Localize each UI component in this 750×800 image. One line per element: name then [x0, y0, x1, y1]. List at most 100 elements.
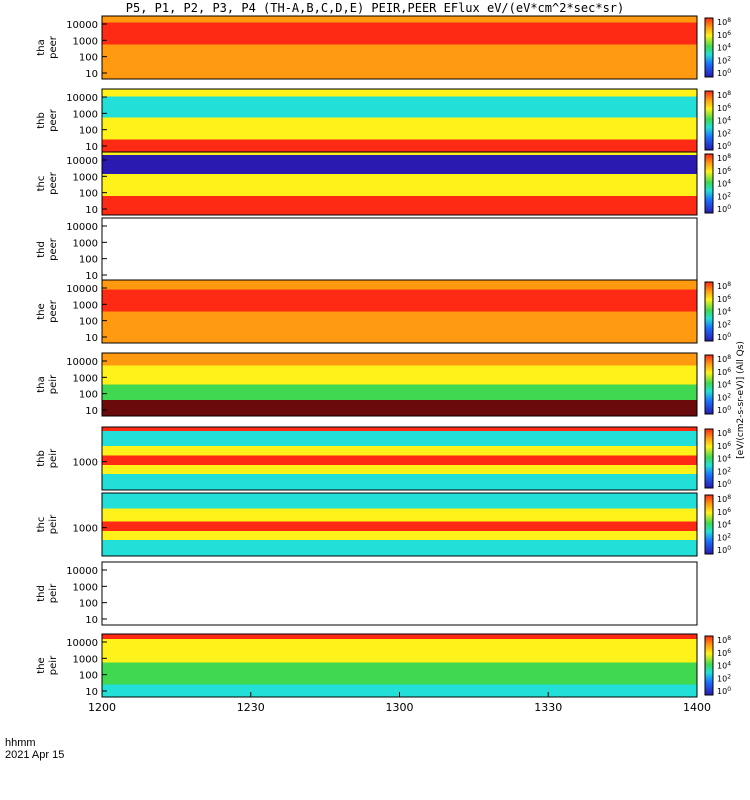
y-tick-label: 1000 — [73, 238, 98, 249]
colorbar-tick-label: 104 — [717, 179, 731, 189]
colorbar-tick-label: 100 — [717, 479, 731, 489]
panel-the-peir: 10000 1000 100 10 the peir — [36, 633, 698, 698]
colorbar-tick-label: 106 — [717, 294, 731, 304]
colorbar-tha-peer: 100 102 104 106 108 — [704, 17, 731, 78]
panel-type-label: peir — [48, 583, 59, 603]
y-tick-label: 100 — [79, 390, 98, 401]
panel-type-label: peir — [48, 374, 59, 394]
colorbar-tick-label: 102 — [717, 55, 731, 65]
panel-type-label: peer — [48, 299, 59, 323]
panel-type-label: peer — [48, 237, 59, 261]
colorbar-tick-label: 106 — [717, 103, 731, 113]
colorbar-tick-label: 102 — [717, 319, 731, 329]
y-tick-label: 10000 — [66, 222, 98, 233]
panel-probe-label: the — [36, 657, 47, 673]
panel-probe-label: thc — [36, 176, 47, 192]
colorbar-tick-label: 106 — [717, 166, 731, 176]
spectrogram-the-peer — [102, 280, 697, 343]
y-tick-label: 1000 — [73, 524, 98, 535]
panel-thc-peer: 10000 1000 100 10 thc peer — [36, 151, 698, 216]
panel-tha-peer: 10000 1000 100 10 tha peer — [36, 15, 698, 80]
colorbar-tick-label: 100 — [717, 405, 731, 415]
y-tick-label: 10 — [85, 615, 98, 626]
spectrogram-thc-peir — [102, 493, 697, 556]
colorbar-tick-label: 108 — [717, 90, 731, 100]
panel-type-label: peir — [48, 514, 59, 534]
y-tick-label: 100 — [79, 255, 98, 266]
y-tick-label: 10000 — [66, 566, 98, 577]
colorbar-tick-label: 102 — [717, 191, 731, 201]
colorbar-tick-label: 104 — [717, 43, 731, 53]
panel-probe-label: thd — [36, 585, 47, 602]
colorbar-tick-label: 104 — [717, 116, 731, 126]
colorbar-scale — [704, 354, 714, 415]
y-tick-label: 10 — [85, 69, 98, 80]
x-tick-label: 1330 — [534, 701, 562, 714]
colorbar-tick-label: 106 — [717, 441, 731, 451]
colorbar-scale — [704, 90, 714, 151]
colorbar-tick-label: 100 — [717, 204, 731, 214]
colorbar-tick-label: 104 — [717, 307, 731, 317]
y-tick-label: 100 — [79, 53, 98, 64]
panel-probe-label: tha — [36, 376, 47, 392]
colorbar-tick-label: 100 — [717, 686, 731, 696]
panel-the-peer: 10000 1000 100 10 the peer — [36, 279, 698, 344]
colorbar-scale — [704, 494, 714, 555]
colorbar-scale — [704, 17, 714, 78]
y-tick-label: 10000 — [66, 93, 98, 104]
colorbar-thc-peir: 100 102 104 106 108 — [704, 494, 731, 555]
y-tick-label: 1000 — [73, 172, 98, 183]
panel-thc-peir: 1000 thc peir — [36, 492, 698, 557]
y-tick-label: 10000 — [66, 284, 98, 295]
y-tick-label: 10 — [85, 687, 98, 698]
panel-frame — [101, 15, 698, 80]
colorbar-tick-label: 108 — [717, 153, 731, 163]
colorbar-the-peir: 100 102 104 106 108 — [704, 635, 731, 696]
colorbar-the-peer: 100 102 104 106 108 — [704, 281, 731, 342]
colorbar-tick-label: 106 — [717, 648, 731, 658]
colorbar-tick-label: 106 — [717, 507, 731, 517]
colorbar-tick-label: 100 — [717, 332, 731, 342]
y-tick-label: 100 — [79, 126, 98, 137]
y-tick-label: 10 — [85, 205, 98, 216]
y-tick-label: 10 — [85, 142, 98, 153]
panel-thd-peer: 10000 1000 100 10 thd peer — [36, 217, 698, 282]
y-tick-label: 100 — [79, 599, 98, 610]
x-tick-label: 1230 — [237, 701, 265, 714]
colorbar-tick-label: 108 — [717, 494, 731, 504]
colorbar-thb-peir: 100 102 104 106 108 — [704, 428, 731, 489]
panel-probe-label: the — [36, 303, 47, 319]
colorbar-unit-label: [eV/(cm2-s-sr-eV)] (All Qs) — [736, 341, 746, 459]
y-tick-label: 10000 — [66, 20, 98, 31]
spectrogram-thb-peir — [102, 427, 697, 490]
colorbar-thc-peer: 100 102 104 106 108 — [704, 153, 731, 214]
colorbar-tick-label: 100 — [717, 141, 731, 151]
colorbar-scale — [704, 428, 714, 489]
panel-thb-peir: 1000 thb peir — [36, 426, 698, 491]
y-tick-label: 1000 — [73, 582, 98, 593]
colorbar-tick-label: 102 — [717, 673, 731, 683]
colorbar-tick-label: 108 — [717, 17, 731, 27]
y-tick-label: 10 — [85, 271, 98, 282]
y-tick-label: 10000 — [66, 638, 98, 649]
panel-probe-label: thc — [36, 517, 47, 533]
panel-type-label: peer — [48, 35, 59, 59]
panel-probe-label: thd — [36, 241, 47, 258]
colorbar-thb-peer: 100 102 104 106 108 — [704, 90, 731, 151]
spectrogram-thb-peer — [102, 89, 697, 152]
y-tick-label: 1000 — [73, 458, 98, 469]
colorbar-scale — [704, 281, 714, 342]
time-format-label: hhmm — [5, 737, 36, 749]
panel-thd-peir: 10000 1000 100 10 thd peir — [36, 561, 698, 626]
colorbar-tick-label: 104 — [717, 454, 731, 464]
panel-probe-label: thb — [36, 450, 47, 467]
colorbar-tick-label: 106 — [717, 30, 731, 40]
colorbar-tick-label: 104 — [717, 520, 731, 530]
y-tick-label: 100 — [79, 671, 98, 682]
colorbar-tick-label: 102 — [717, 128, 731, 138]
colorbar-tick-label: 100 — [717, 68, 731, 78]
colorbar-tick-label: 106 — [717, 367, 731, 377]
spectrogram-thd-peer — [102, 218, 697, 281]
colorbar-tick-label: 108 — [717, 281, 731, 291]
y-tick-label: 1000 — [73, 36, 98, 47]
